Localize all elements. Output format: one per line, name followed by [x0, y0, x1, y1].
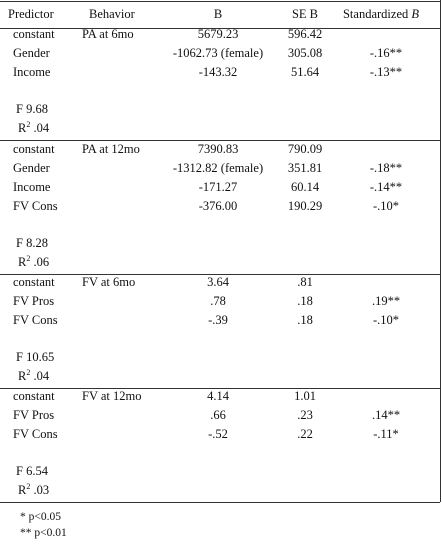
r2-value: .06 [33, 255, 50, 269]
r2-sup: 2 [26, 482, 31, 491]
rule [440, 0, 441, 502]
table-cell: constant [13, 275, 55, 289]
rule [0, 388, 440, 389]
r2-value: .04 [33, 121, 50, 135]
rule [0, 1, 440, 2]
table-cell: 305.08 [287, 46, 323, 60]
f-stat: F 10.65 [16, 350, 55, 364]
r2-value: .03 [33, 483, 50, 497]
header-cell: Behavior [89, 7, 135, 21]
table-cell: 51.64 [290, 65, 320, 79]
table-cell: 790.09 [287, 142, 323, 156]
table-cell: -.18** [369, 161, 403, 175]
table-cell: .22 [297, 427, 313, 441]
table-cell: -171.27 [198, 180, 238, 194]
rule [0, 140, 440, 141]
table-cell: -1062.73 (female) [172, 46, 264, 60]
header-cell: SE B [291, 7, 319, 21]
f-stat: F 8.28 [16, 236, 48, 250]
table-cell: -1312.82 (female) [172, 161, 264, 175]
table-cell: 5679.23 [197, 27, 239, 41]
table-cell: 3.64 [207, 275, 229, 289]
header-cell: Standardized B [343, 6, 419, 22]
table-cell: FV Pros [13, 294, 55, 308]
table-cell: Gender [13, 46, 50, 60]
table-cell: FV Cons [13, 427, 58, 441]
rule [0, 502, 440, 503]
table-cell: 190.29 [287, 199, 323, 213]
f-stat: F 9.68 [16, 102, 48, 116]
table-cell: -.52 [208, 427, 228, 441]
table-cell: PA at 12mo [82, 142, 140, 156]
r-squared: R2 .06 [18, 254, 49, 270]
table-cell: 4.14 [207, 389, 229, 403]
table-cell: 351.81 [287, 161, 323, 175]
table-cell: 596.42 [287, 27, 323, 41]
table-cell: Income [13, 180, 51, 194]
table-cell: .19** [371, 294, 401, 308]
r2-value: .04 [33, 369, 50, 383]
header-cell: Predictor [8, 7, 54, 21]
table-cell: PA at 6mo [82, 27, 134, 41]
r2-sup: 2 [26, 254, 31, 263]
table-cell: constant [13, 142, 55, 156]
r-squared: R2 .03 [18, 482, 49, 498]
table-cell: -.14** [369, 180, 403, 194]
r-squared: R2 .04 [18, 368, 49, 384]
r2-base: R [18, 483, 27, 497]
table-cell: 60.14 [290, 180, 320, 194]
r-squared: R2 .04 [18, 120, 49, 136]
table-cell: .18 [297, 294, 313, 308]
table-cell: constant [13, 27, 55, 41]
footnote: ** p<0.01 [20, 527, 67, 539]
r2-sup: 2 [26, 368, 31, 377]
header-symbol: B [411, 7, 420, 21]
header-cell: B [213, 7, 223, 21]
table-cell: -376.00 [198, 199, 238, 213]
table-cell: .66 [210, 408, 226, 422]
r2-base: R [18, 369, 27, 383]
table-cell: FV Cons [13, 313, 58, 327]
table-cell: -.16** [369, 46, 403, 60]
table-cell: -.11* [373, 427, 399, 441]
table-cell: .81 [297, 275, 313, 289]
rule [0, 274, 440, 275]
table-cell: constant [13, 389, 55, 403]
table-cell: -.10* [372, 313, 400, 327]
table-cell: -143.32 [198, 65, 238, 79]
f-stat: F 6.54 [16, 464, 48, 478]
table-cell: FV at 12mo [82, 389, 142, 403]
header-text: Standardized [342, 7, 409, 21]
table-cell: 1.01 [294, 389, 316, 403]
table-cell: .78 [210, 294, 226, 308]
table-cell: .23 [297, 408, 313, 422]
table-cell: Gender [13, 161, 50, 175]
table-cell: .14** [371, 408, 401, 422]
rule [0, 28, 440, 29]
table-cell: .18 [297, 313, 313, 327]
table-cell: FV at 6mo [82, 275, 136, 289]
r2-base: R [18, 255, 27, 269]
table-cell: FV Cons [13, 199, 58, 213]
table-cell: -.10* [372, 199, 400, 213]
table-cell: -.13** [369, 65, 403, 79]
table-cell: FV Pros [13, 408, 55, 422]
footnote: * p<0.05 [20, 511, 61, 523]
table-cell: 7390.83 [197, 142, 239, 156]
table-cell: Income [13, 65, 51, 79]
table-cell: -.39 [208, 313, 228, 327]
r2-sup: 2 [26, 120, 31, 129]
r2-base: R [18, 121, 27, 135]
